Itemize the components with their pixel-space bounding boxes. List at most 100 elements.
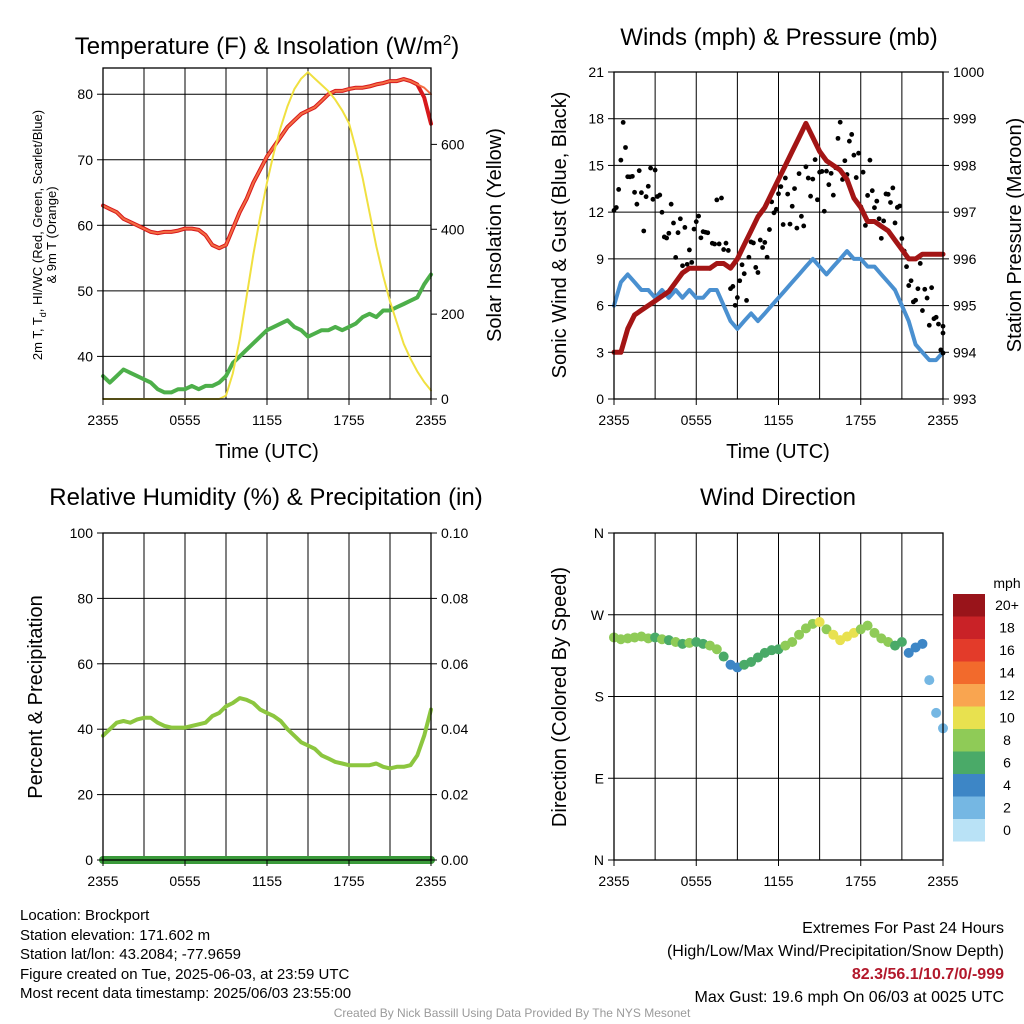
insolation-right-ticks: 0 200 400 600 [431, 136, 465, 407]
humidity-panel-title: Relative Humidity (%) & Precipitation (i… [49, 484, 482, 511]
gust-point [821, 208, 827, 214]
winds-series-group [611, 119, 946, 363]
series-line-2 [611, 120, 946, 355]
colorbar-swatch [953, 616, 985, 639]
gust-point [641, 228, 647, 234]
right-tick-label: 0.02 [441, 787, 468, 803]
humidity-left-ticks: 0 20 40 60 80 100 [70, 525, 103, 868]
colorbar-swatch [953, 774, 985, 797]
x-tick-label: 1755 [845, 873, 876, 889]
gust-point [757, 237, 763, 243]
gust-point [933, 314, 939, 320]
gust-point [623, 145, 628, 150]
colorbar-label: 14 [999, 665, 1015, 681]
wind-direction-panel-title: Wind Direction [700, 484, 856, 511]
gust-point [785, 191, 791, 197]
colorbar-label: 6 [1003, 755, 1011, 771]
wind-direction-panel: Wind Direction 2355 0555 1155 1755 2355 N E S W… [549, 484, 1021, 889]
winds-y-axis-title: Sonic Wind & Gust (Blue, Black) [549, 92, 571, 379]
gust-point [659, 209, 665, 215]
gust-point [819, 169, 825, 174]
gust-point [810, 176, 816, 182]
gust-point [778, 184, 784, 190]
gust-point [913, 297, 918, 303]
gust-point [885, 191, 891, 197]
y-tick-label: 40 [77, 721, 93, 737]
speed-colorbar: mph 20+ 18 16 14 12 10 8 6 4 2 0 [953, 575, 1021, 842]
gust-point [867, 157, 873, 163]
colorbar-label: 0 [1003, 822, 1011, 838]
gust-point [636, 168, 642, 174]
gust-point [686, 247, 692, 253]
temperature-panel: Temperature (F) & Insolation (W/m2) 2355… [30, 32, 506, 463]
y-tick-label: 0 [596, 391, 604, 407]
humidity-y-axis-title: Percent & Precipitation [25, 595, 47, 798]
x-tick-label: 2355 [87, 412, 118, 428]
station-latlon: Station lat/lon: 43.2084; -77.9659 [20, 946, 242, 963]
gust-point [632, 189, 637, 195]
right-tick-label: 994 [953, 344, 977, 360]
gust-point [652, 167, 658, 173]
winds-x-ticks: 2355 0555 1155 1755 2355 [598, 399, 959, 428]
x-tick-label: 2355 [927, 412, 958, 428]
gust-point [789, 203, 795, 209]
gust-point [876, 216, 882, 222]
gust-point [712, 241, 718, 247]
gust-point [796, 171, 802, 177]
gust-point [922, 286, 928, 292]
gust-point [648, 165, 654, 171]
y-tick-label: 50 [77, 283, 93, 299]
right-tick-label: 0.10 [441, 525, 468, 541]
winds-panel: Winds (mph) & Pressure (mb) 2355 0555 1155… [549, 24, 1024, 463]
colorbar-swatch [953, 706, 985, 729]
wind-direction-series-group [609, 617, 948, 734]
extremes-title: Extremes For Past 24 Hours [802, 920, 1004, 937]
gust-point [668, 201, 674, 207]
colorbar-label: 10 [999, 710, 1015, 726]
gust-point [874, 198, 880, 204]
direction-point [794, 629, 805, 640]
x-tick-label: 1155 [763, 412, 793, 428]
direction-point [924, 675, 935, 686]
gust-point [869, 188, 875, 194]
gust-point [917, 261, 923, 266]
gust-point [878, 235, 884, 241]
gust-point [721, 247, 727, 252]
gust-point [801, 223, 807, 229]
temperature-x-axis-title: Time (UTC) [215, 441, 319, 463]
x-tick-label: 0555 [169, 873, 200, 889]
gust-point [753, 265, 759, 270]
temperature-panel-title: Temperature (F) & Insolation (W/m2) [75, 32, 459, 60]
gust-point [828, 170, 834, 176]
station-info: Location: Brockport Station elevation: 1… [20, 906, 351, 1004]
gust-point [780, 222, 786, 227]
x-tick-label: 2355 [927, 873, 958, 889]
gust-point [920, 308, 925, 313]
direction-point [711, 644, 722, 655]
colorbar-swatch [953, 684, 985, 707]
temperature-y-axis-title: 2m T, Td, HI/WC (Red, Green, Scarlet/Blu… [30, 110, 48, 360]
gust-point [664, 235, 670, 241]
y-tick-label: 21 [588, 64, 604, 80]
right-tick-label: 998 [953, 157, 977, 173]
gust-point [696, 213, 701, 219]
wind-direction-left-ticks: N E S W N [591, 525, 614, 868]
x-tick-label: 1755 [333, 873, 364, 889]
gust-point [798, 213, 804, 219]
direction-point [862, 620, 873, 631]
gust-point [906, 283, 912, 288]
gust-point [805, 175, 811, 181]
right-tick-label: 999 [953, 111, 977, 127]
gust-point [650, 196, 656, 202]
gust-point [926, 322, 932, 328]
gust-point [751, 240, 756, 246]
right-tick-label: 0.04 [441, 721, 468, 737]
colorbar-label: 16 [999, 642, 1015, 658]
y-tick-label: N [594, 525, 604, 541]
pressure-right-ticks: 993 994 995 996 997 998 999 1000 [943, 64, 984, 407]
right-tick-label: 995 [953, 298, 977, 314]
right-tick-label: 996 [953, 251, 977, 267]
colorbar-label: 20+ [995, 597, 1019, 613]
gust-point [680, 263, 685, 269]
gust-point [794, 225, 800, 231]
